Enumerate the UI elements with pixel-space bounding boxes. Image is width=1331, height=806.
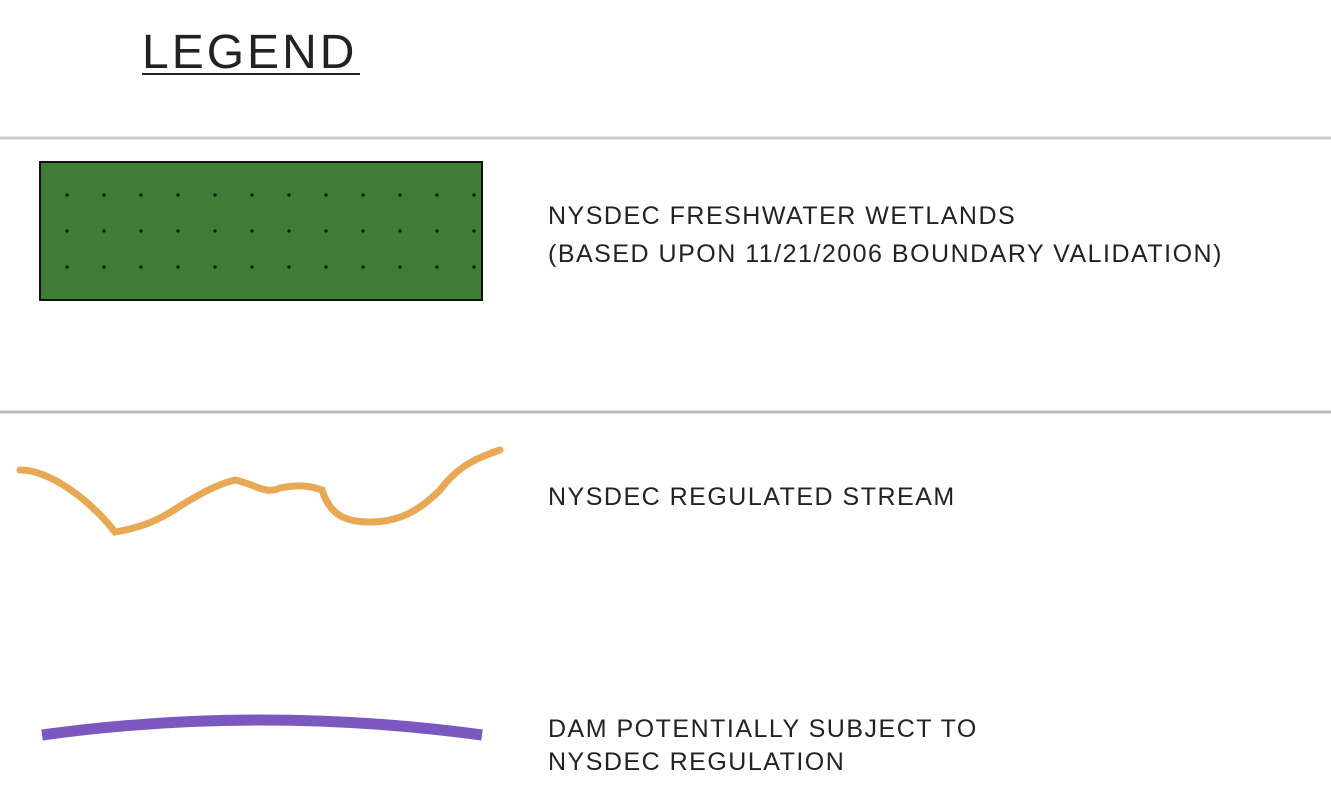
stream-line xyxy=(16,446,504,536)
item-label: DAM POTENTIALLY SUBJECT TO xyxy=(548,715,978,743)
wetland-dots xyxy=(40,162,482,300)
item-label: (BASED UPON 11/21/2006 BOUNDARY VALIDATI… xyxy=(548,240,1223,268)
legend-title: LEGEND xyxy=(142,26,357,79)
item-label: NYSDEC REGULATED STREAM xyxy=(548,483,956,511)
item-label: NYSDEC FRESHWATER WETLANDS xyxy=(548,202,1016,230)
dam-line xyxy=(41,714,483,741)
item-label: NYSDEC REGULATION xyxy=(548,748,845,776)
